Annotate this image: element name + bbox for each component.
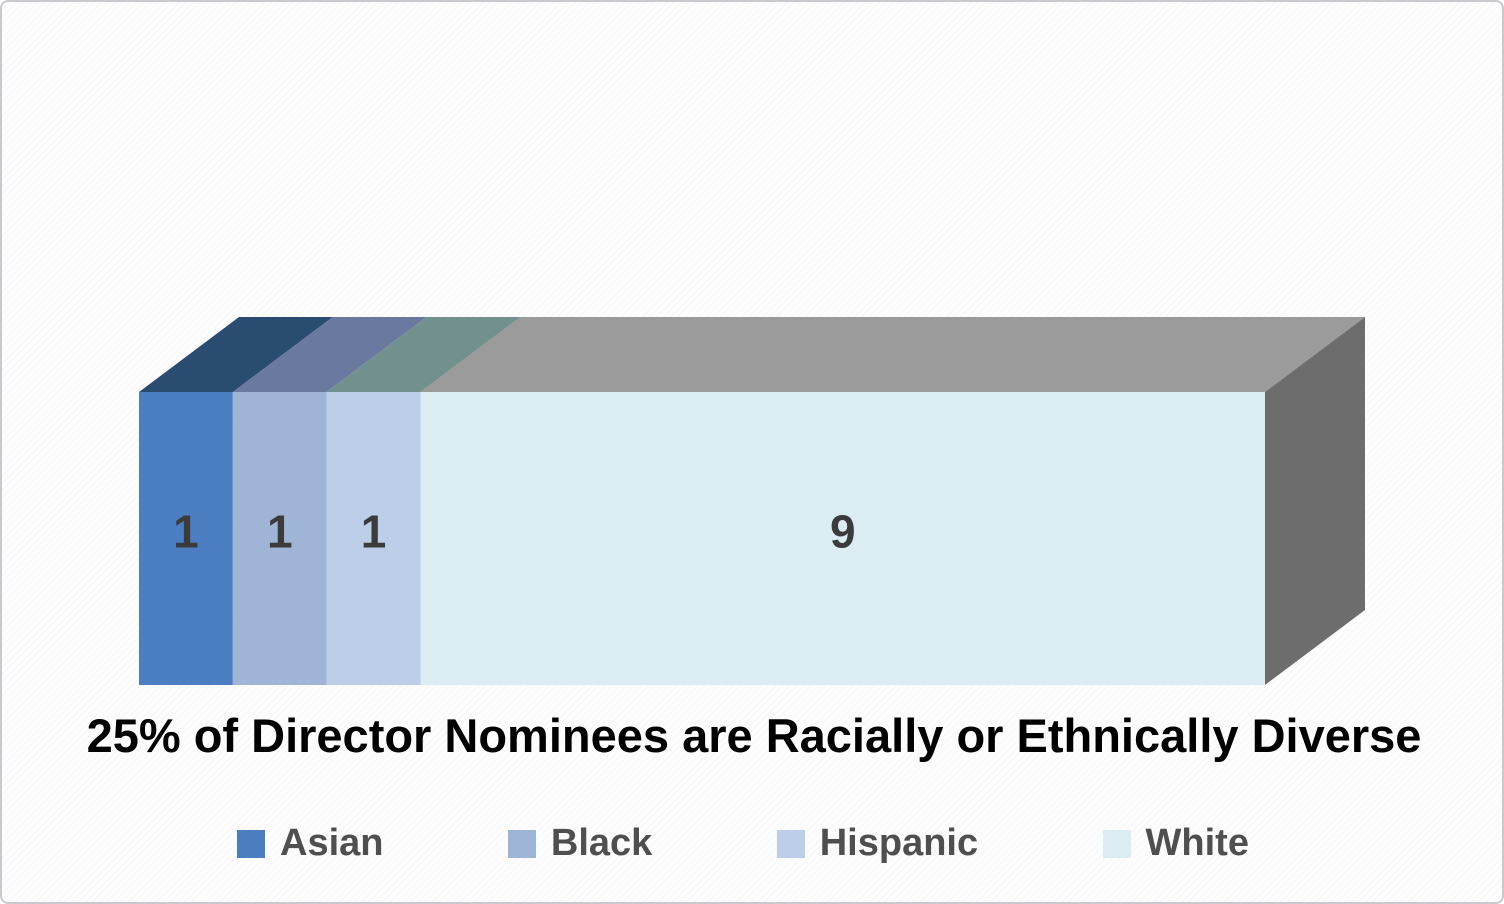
bar-segment-white [420,392,1265,685]
bar-segment-hispanic [326,392,421,685]
legend-swatch-asian [237,829,265,858]
legend-label-white: White [1145,822,1249,864]
data-label-hispanic: 1 [361,506,387,558]
chart-legend: Asian Black Hispanic White [237,822,1249,865]
bar-segment-asian [139,392,233,685]
data-label-black: 1 [267,506,293,558]
chart-title: 25% of Director Nominees are Racially or… [86,709,1422,762]
bar-top-face-black [232,317,427,392]
legend-item-white: White [1102,822,1249,865]
legend-label-black: Black [550,822,653,864]
legend-swatch-white [1102,829,1131,858]
legend-swatch-hispanic [776,829,805,858]
bar-top-face-asian [139,317,333,392]
legend-label-asian: Asian [280,822,384,864]
legend-item-hispanic: Hispanic [776,822,979,865]
legend-item-asian: Asian [237,822,383,865]
bar-side-face [1265,317,1365,685]
legend-swatch-black [507,829,536,858]
bar-top-face-hispanic [326,317,521,392]
bar-top-face-white [420,317,1365,392]
legend-label-hispanic: Hispanic [819,822,979,864]
bar-segment-black [232,392,327,685]
data-label-white: 9 [830,506,856,558]
data-label-asian: 1 [173,506,199,558]
legend-item-black: Black [507,822,653,865]
